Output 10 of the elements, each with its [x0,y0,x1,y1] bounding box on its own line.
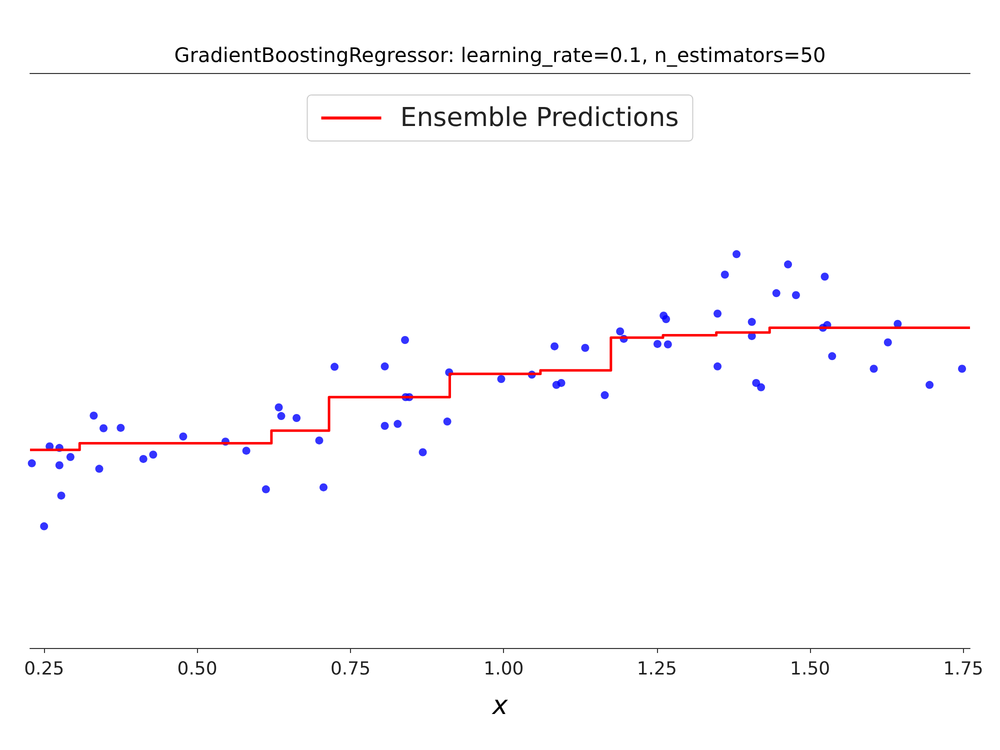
x-tick-label: 1.75 [943,658,984,680]
legend-label: Ensemble Predictions [400,103,679,133]
x-tick-label: 1.50 [790,658,830,680]
x-tick-label: 1.25 [636,658,677,680]
x-tick-label: 0.25 [24,658,64,680]
x-tick-label: 1.00 [484,658,524,680]
x-tick-label: 0.75 [330,658,371,680]
x-tick-label: 0.50 [177,658,218,680]
x-axis-title: x [491,691,508,721]
chart-title: GradientBoostingRegressor: learning_rate=0.1, n_estimators=50 [174,43,826,67]
